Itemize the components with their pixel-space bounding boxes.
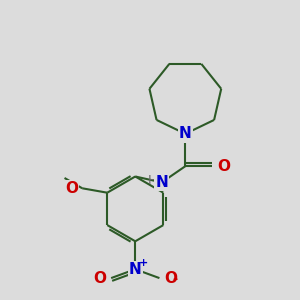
Text: O: O	[65, 181, 78, 196]
Text: N: N	[155, 175, 168, 190]
Text: +: +	[139, 258, 148, 268]
Text: O: O	[217, 159, 230, 174]
Text: O: O	[93, 271, 106, 286]
Text: O: O	[165, 271, 178, 286]
Text: N: N	[179, 126, 192, 141]
Text: -: -	[172, 273, 177, 286]
Text: N: N	[129, 262, 142, 277]
Text: H: H	[148, 173, 157, 187]
